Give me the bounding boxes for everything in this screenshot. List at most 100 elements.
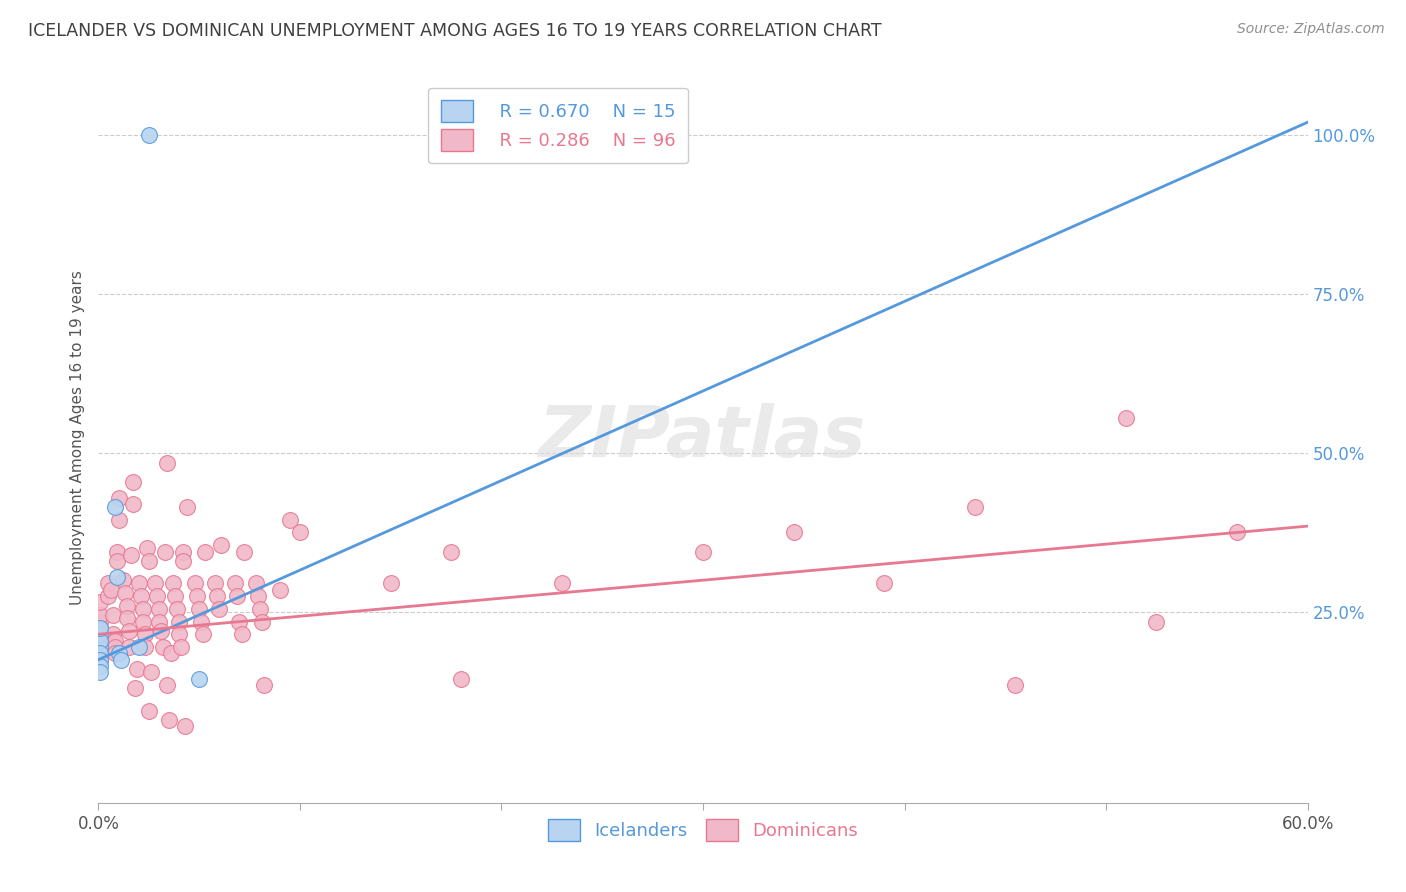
Point	[110, 653, 132, 667]
Point	[440, 544, 463, 558]
Point	[89, 665, 111, 680]
Point	[172, 544, 194, 558]
Point	[100, 582, 122, 597]
Point	[89, 640, 111, 654]
Y-axis label: Unemployment Among Ages 16 to 19 years: Unemployment Among Ages 16 to 19 years	[69, 269, 84, 605]
Point	[965, 500, 987, 514]
Point	[89, 640, 111, 654]
Point	[450, 672, 472, 686]
Point	[148, 615, 170, 629]
Point	[89, 659, 111, 673]
Point	[101, 627, 124, 641]
Point	[269, 582, 291, 597]
Point	[121, 475, 143, 489]
Point	[118, 624, 141, 638]
Point	[139, 665, 162, 680]
Point	[89, 621, 111, 635]
Point	[190, 615, 212, 629]
Point	[103, 500, 125, 514]
Point	[231, 627, 253, 641]
Point	[135, 541, 157, 556]
Point	[105, 554, 128, 568]
Point	[89, 595, 111, 609]
Point	[146, 589, 169, 603]
Point	[97, 576, 120, 591]
Point	[193, 627, 215, 641]
Point	[167, 615, 190, 629]
Point	[156, 456, 179, 470]
Point	[120, 548, 142, 562]
Point	[89, 646, 111, 660]
Point	[278, 513, 301, 527]
Point	[204, 576, 226, 591]
Point	[103, 633, 125, 648]
Point	[89, 608, 111, 623]
Point	[107, 646, 129, 660]
Point	[97, 589, 120, 603]
Point	[232, 544, 254, 558]
Point	[115, 611, 138, 625]
Point	[163, 589, 186, 603]
Point	[124, 681, 146, 696]
Point	[129, 589, 152, 603]
Text: ICELANDER VS DOMINICAN UNEMPLOYMENT AMONG AGES 16 TO 19 YEARS CORRELATION CHART: ICELANDER VS DOMINICAN UNEMPLOYMENT AMON…	[28, 22, 882, 40]
Point	[172, 554, 194, 568]
Point	[111, 573, 134, 587]
Point	[138, 554, 160, 568]
Point	[249, 602, 271, 616]
Point	[149, 624, 172, 638]
Point	[89, 627, 111, 641]
Point	[167, 627, 190, 641]
Point	[166, 602, 188, 616]
Point	[551, 576, 574, 591]
Point	[873, 576, 896, 591]
Point	[194, 544, 217, 558]
Point	[101, 608, 124, 623]
Point	[134, 627, 156, 641]
Point	[128, 576, 150, 591]
Point	[288, 525, 311, 540]
Point	[250, 615, 273, 629]
Point	[380, 576, 402, 591]
Point	[186, 589, 208, 603]
Point	[156, 678, 179, 692]
Point	[245, 576, 267, 591]
Point	[184, 576, 207, 591]
Point	[153, 544, 176, 558]
Point	[226, 589, 249, 603]
Point	[162, 576, 184, 591]
Point	[209, 538, 232, 552]
Point	[138, 128, 160, 142]
Point	[89, 653, 111, 667]
Point	[176, 500, 198, 514]
Point	[253, 678, 276, 692]
Point	[246, 589, 269, 603]
Point	[138, 704, 160, 718]
Point	[160, 646, 183, 660]
Point	[152, 640, 174, 654]
Point	[1226, 525, 1249, 540]
Point	[132, 602, 155, 616]
Point	[89, 627, 111, 641]
Point	[783, 525, 806, 540]
Point	[170, 640, 193, 654]
Point	[121, 497, 143, 511]
Point	[1115, 411, 1137, 425]
Point	[1146, 615, 1168, 629]
Point	[1004, 678, 1026, 692]
Point	[107, 513, 129, 527]
Point	[188, 602, 211, 616]
Point	[118, 640, 141, 654]
Point	[224, 576, 246, 591]
Legend: Icelanders, Dominicans: Icelanders, Dominicans	[540, 812, 866, 848]
Point	[103, 640, 125, 654]
Point	[143, 576, 166, 591]
Point	[188, 672, 211, 686]
Point	[105, 544, 128, 558]
Point	[89, 615, 111, 629]
Point	[228, 615, 250, 629]
Point	[114, 586, 136, 600]
Point	[134, 640, 156, 654]
Point	[89, 621, 111, 635]
Point	[103, 646, 125, 660]
